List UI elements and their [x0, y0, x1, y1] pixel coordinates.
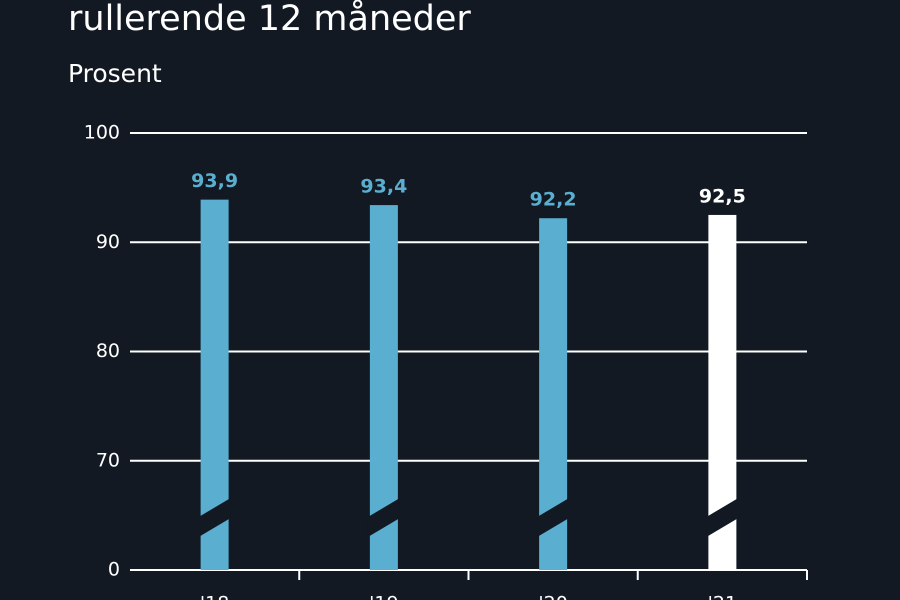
- y-tick-label: 80: [96, 340, 120, 362]
- axis-break: [537, 498, 570, 537]
- y-tick-label: 70: [96, 449, 120, 471]
- axis-break: [367, 498, 400, 537]
- x-tick-label: '19: [369, 593, 398, 600]
- axis-break: [706, 498, 739, 537]
- x-tick-label: '18: [200, 593, 229, 600]
- y-tick-label: 100: [84, 122, 120, 144]
- value-label: 93,4: [360, 176, 407, 198]
- value-label: 93,9: [191, 170, 238, 192]
- y-tick-label: 90: [96, 231, 120, 253]
- value-label: 92,2: [530, 189, 577, 211]
- value-label: 92,5: [699, 185, 746, 207]
- x-tick-label: '21: [708, 593, 737, 600]
- axis-break: [198, 498, 231, 537]
- x-tick-label: '20: [538, 593, 567, 600]
- y-tick-label: 0: [108, 559, 120, 581]
- chart-title: rullerende 12 måneder: [68, 0, 471, 39]
- chart-subtitle: Prosent: [68, 59, 162, 88]
